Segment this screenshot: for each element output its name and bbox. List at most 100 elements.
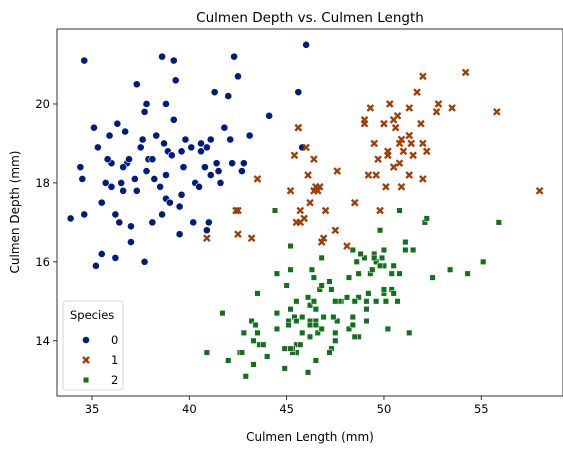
data-point-species-2: [381, 287, 387, 293]
data-point-species-1: [420, 73, 426, 79]
data-point-species-0: [149, 156, 156, 163]
data-point-species-2: [305, 370, 311, 376]
data-point-species-2: [403, 247, 409, 253]
y-tick-label: 18: [35, 176, 50, 190]
data-point-species-0: [67, 215, 74, 222]
data-point-species-2: [385, 326, 391, 332]
data-point-species-2: [321, 314, 327, 320]
data-point-species-0: [137, 144, 144, 151]
data-point-species-2: [311, 298, 317, 304]
data-point-species-0: [211, 89, 218, 96]
data-point-species-2: [288, 346, 294, 352]
data-point-species-0: [94, 144, 101, 151]
data-point-species-0: [178, 148, 185, 155]
data-point-species-1: [398, 184, 404, 190]
data-point-species-1: [400, 148, 406, 154]
data-point-species-2: [307, 322, 313, 328]
data-point-species-0: [151, 175, 158, 182]
data-point-species-2: [397, 208, 403, 214]
data-point-species-2: [282, 346, 288, 352]
data-point-species-0: [127, 238, 134, 245]
data-point-species-0: [176, 231, 183, 238]
data-point-species-1: [361, 117, 367, 123]
data-point-species-0: [168, 152, 175, 159]
data-point-species-2: [305, 295, 311, 301]
data-point-species-0: [120, 187, 127, 194]
data-point-species-0: [120, 164, 127, 171]
data-point-species-2: [294, 298, 300, 304]
data-point-species-0: [141, 258, 148, 265]
data-point-species-0: [143, 167, 150, 174]
data-point-species-0: [227, 136, 234, 143]
data-point-species-0: [231, 53, 238, 60]
data-point-species-1: [410, 152, 416, 158]
data-point-species-2: [313, 322, 319, 328]
data-point-species-2: [243, 373, 249, 379]
data-point-species-2: [389, 271, 395, 277]
data-point-species-2: [319, 326, 325, 332]
data-point-species-2: [333, 298, 339, 304]
data-point-species-1: [406, 133, 412, 139]
data-point-species-2: [297, 342, 303, 348]
data-point-species-1: [344, 243, 350, 249]
data-point-species-1: [381, 121, 387, 127]
data-point-species-0: [162, 100, 169, 107]
data-point-species-1: [391, 164, 397, 170]
data-point-species-2: [373, 298, 379, 304]
data-point-species-1: [365, 172, 371, 178]
data-point-species-2: [383, 298, 389, 304]
data-point-species-0: [234, 73, 241, 80]
data-point-species-0: [141, 108, 148, 115]
data-point-species-2: [251, 362, 257, 368]
data-point-species-2: [319, 255, 325, 261]
data-point-species-0: [133, 81, 140, 88]
data-point-species-2: [307, 334, 313, 340]
data-point-species-0: [170, 116, 177, 123]
x-tick-label: 50: [377, 402, 392, 416]
data-point-species-0: [195, 183, 202, 190]
data-point-species-1: [352, 200, 358, 206]
data-point-species-2: [369, 267, 375, 273]
data-point-species-0: [166, 199, 173, 206]
data-point-species-2: [311, 275, 317, 281]
data-point-species-0: [203, 227, 210, 234]
data-point-species-2: [313, 306, 319, 312]
data-point-species-1: [332, 227, 338, 233]
data-point-species-0: [81, 211, 88, 218]
data-point-species-1: [297, 219, 303, 225]
data-point-species-0: [221, 124, 228, 131]
data-point-species-1: [494, 109, 500, 115]
data-point-species-0: [116, 219, 123, 226]
data-point-species-1: [307, 200, 313, 206]
data-point-species-2: [294, 318, 300, 324]
data-point-species-1: [323, 208, 329, 214]
data-point-species-2: [352, 334, 358, 340]
data-point-species-1: [385, 152, 391, 158]
data-point-species-0: [157, 183, 164, 190]
x-axis-label: Culmen Length (mm): [246, 430, 374, 444]
data-point-species-2: [264, 354, 270, 360]
data-point-species-2: [204, 350, 210, 356]
data-point-species-0: [160, 140, 167, 147]
data-point-species-0: [170, 57, 177, 64]
data-point-species-0: [207, 171, 214, 178]
data-point-species-2: [251, 338, 257, 344]
data-point-species-2: [313, 358, 319, 364]
data-point-species-0: [118, 179, 125, 186]
data-point-species-1: [393, 125, 399, 131]
x-tick-label: 45: [279, 402, 294, 416]
data-point-species-2: [241, 330, 247, 336]
data-point-species-0: [240, 160, 247, 167]
data-point-species-2: [284, 283, 290, 289]
data-point-species-0: [217, 179, 224, 186]
data-point-species-2: [465, 271, 471, 277]
data-point-species-2: [309, 267, 315, 273]
data-point-species-0: [104, 156, 111, 163]
data-point-species-0: [162, 171, 169, 178]
data-point-species-1: [435, 101, 441, 107]
data-point-species-2: [319, 283, 325, 289]
data-point-species-0: [213, 160, 220, 167]
y-tick-label: 20: [35, 97, 50, 111]
data-point-species-2: [274, 326, 280, 332]
data-point-species-2: [253, 322, 259, 328]
